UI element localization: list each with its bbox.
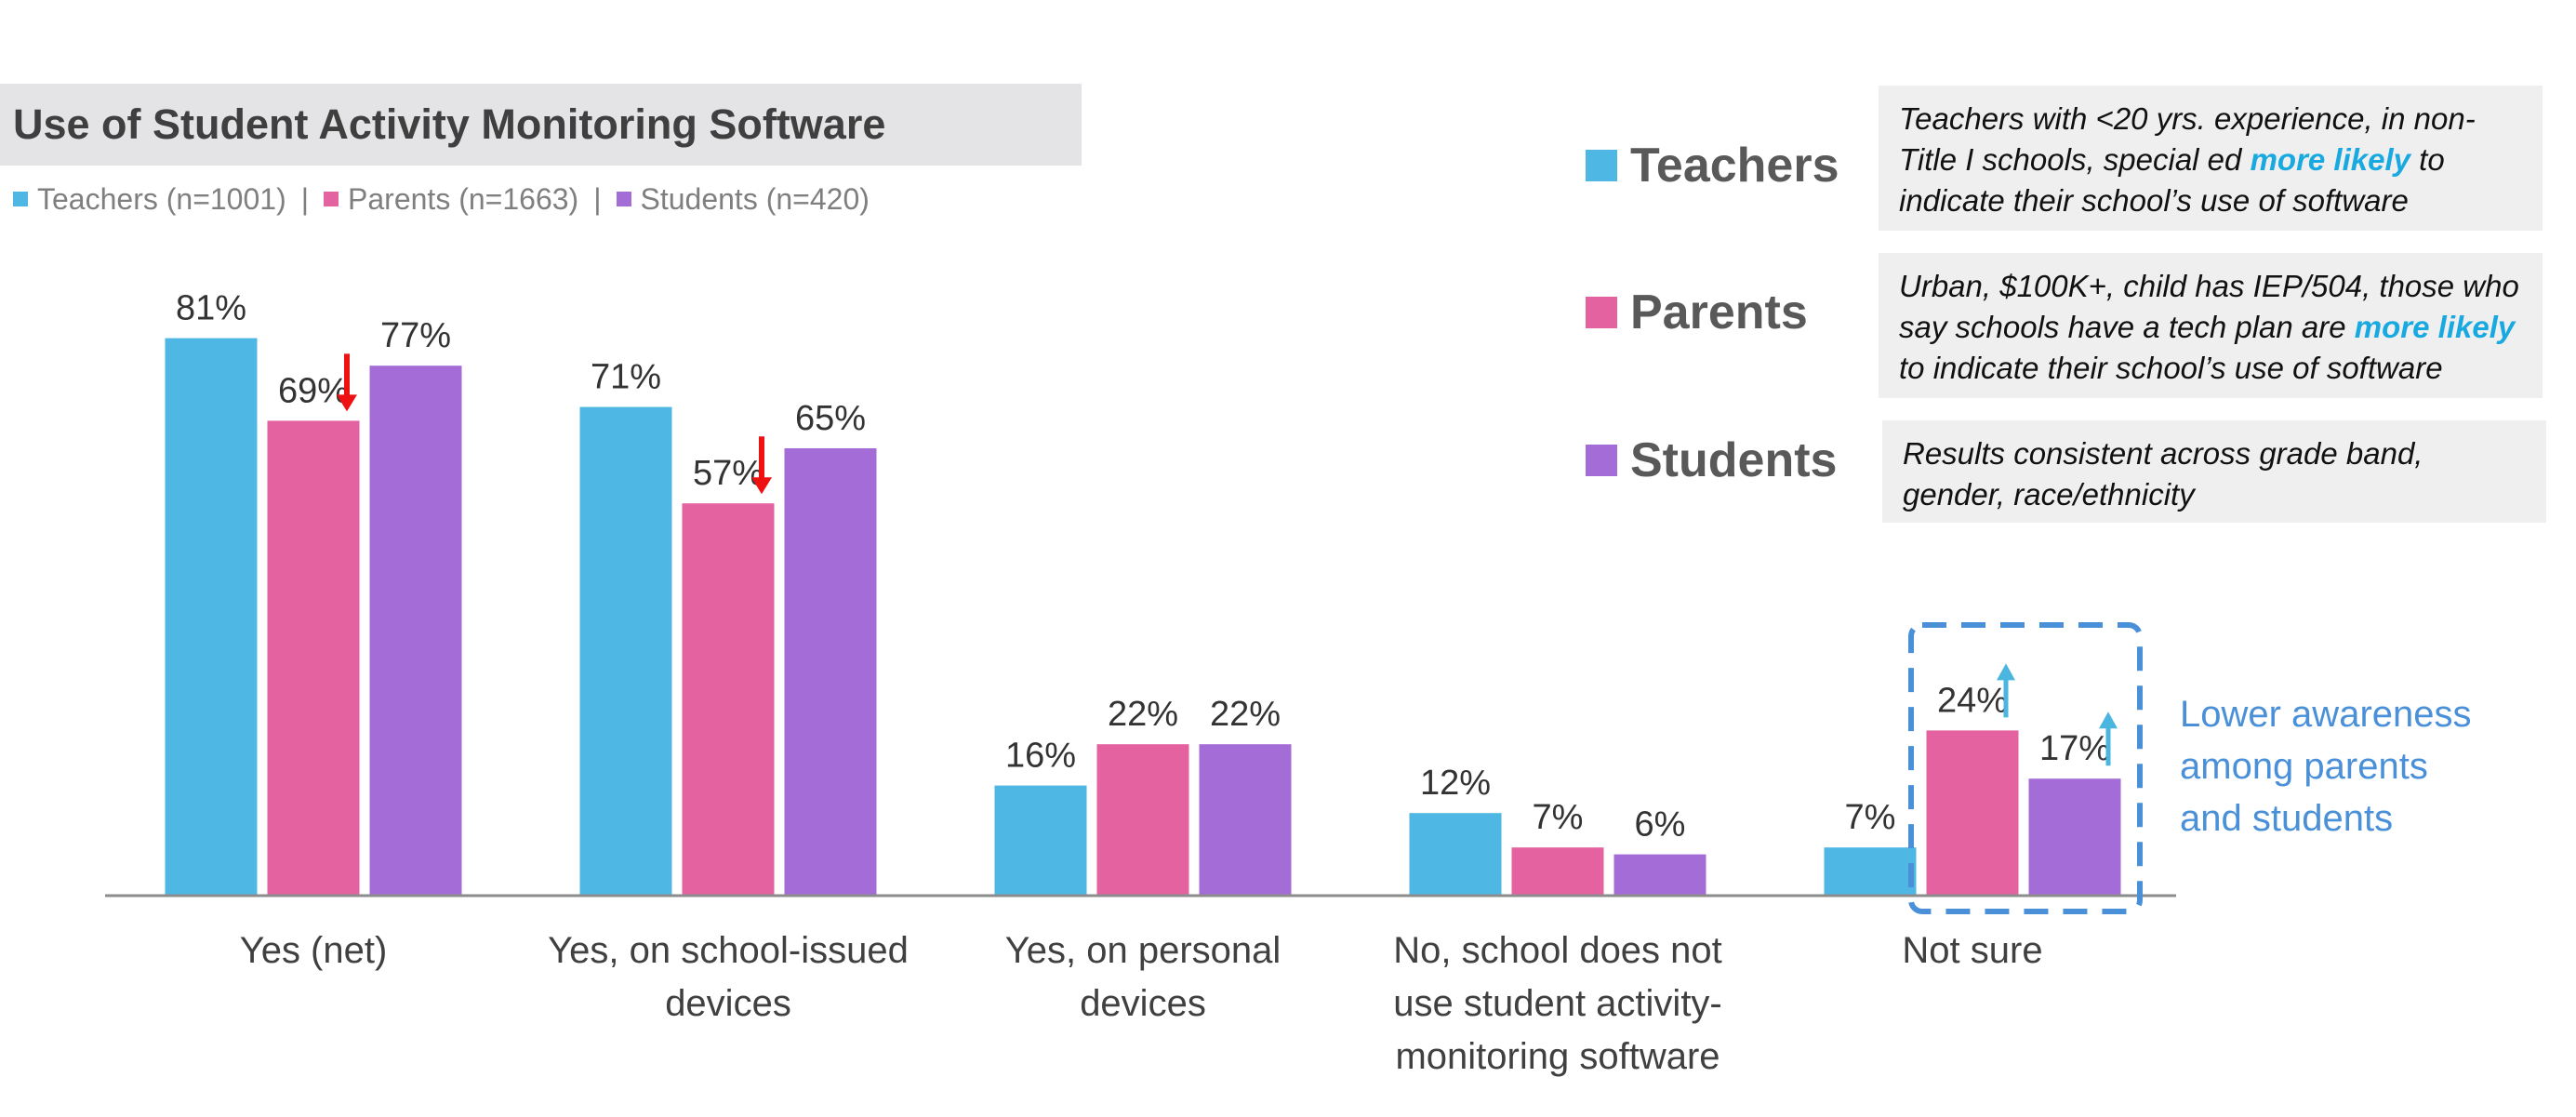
up-arrow-head-icon xyxy=(1997,663,2015,681)
bar-teachers-2 xyxy=(994,785,1087,896)
category-label: Not sure xyxy=(1902,930,2042,971)
note-teachers: Teachers with <20 yrs. experience, in no… xyxy=(1879,86,2543,231)
bar-teachers-1 xyxy=(579,406,672,897)
data-label: 17% xyxy=(2039,729,2110,768)
category-label: devices xyxy=(665,983,791,1024)
side-legend-swatch-students xyxy=(1586,445,1617,476)
bar-students-0 xyxy=(369,366,462,896)
side-legend-label-teachers: Teachers xyxy=(1630,139,1839,193)
category-label: Yes, on school-issued xyxy=(548,930,909,971)
data-label: 16% xyxy=(1005,737,1076,776)
title-box: Use of Student Activity Monitoring Softw… xyxy=(0,84,1082,166)
callout-text: Lower awareness among parents and studen… xyxy=(2180,694,2472,839)
data-label: 22% xyxy=(1210,695,1281,734)
side-legend-parents: Parents xyxy=(1586,285,1808,340)
category-label: Yes (net) xyxy=(240,930,388,971)
down-arrow-head-icon xyxy=(751,477,772,495)
bar-parents-0 xyxy=(267,420,360,896)
data-label: 81% xyxy=(176,289,246,328)
bar-students-4 xyxy=(2028,778,2121,896)
note-highlight: more likely xyxy=(2354,310,2516,344)
bar-teachers-3 xyxy=(1409,813,1502,896)
legend-swatch-parents xyxy=(324,192,339,206)
data-label: 71% xyxy=(591,358,661,397)
category-label: Yes, on personal xyxy=(1005,930,1281,971)
legend-separator: | xyxy=(593,181,602,216)
bar-students-1 xyxy=(784,448,877,896)
data-label: 6% xyxy=(1635,805,1686,844)
highlight-box xyxy=(1908,622,2143,914)
up-arrow-head-icon xyxy=(2099,711,2118,729)
side-legend-swatch-teachers xyxy=(1586,150,1617,181)
data-label: 65% xyxy=(795,399,866,438)
legend-swatch-students xyxy=(616,192,631,206)
side-legend-label-students: Students xyxy=(1630,433,1838,487)
data-label: 57% xyxy=(693,454,764,493)
legend-separator: | xyxy=(300,181,310,216)
note-highlight: more likely xyxy=(2250,142,2410,177)
note-parents: Urban, $100K+, child has IEP/504, those … xyxy=(1879,253,2543,398)
data-label: 77% xyxy=(380,316,451,355)
bar-parents-3 xyxy=(1511,847,1604,896)
side-legend-students: Students xyxy=(1586,432,1837,488)
side-legend-teachers: Teachers xyxy=(1586,138,1839,193)
bar-students-3 xyxy=(1613,854,1706,896)
note-students: Results consistent across grade band, ge… xyxy=(1882,420,2546,523)
note-text: Urban, $100K+, child has IEP/504, those … xyxy=(1899,269,2519,344)
legend-item-parents: Parents (n=1663) xyxy=(348,181,579,216)
data-label: 22% xyxy=(1108,695,1178,734)
bar-parents-4 xyxy=(1926,730,2019,896)
data-label: 69% xyxy=(278,371,349,410)
chart-legend: Teachers (n=1001) | Parents (n=1663) | S… xyxy=(13,180,870,218)
bar-parents-1 xyxy=(682,503,775,896)
side-legend-label-parents: Parents xyxy=(1630,286,1808,339)
bar-students-2 xyxy=(1199,744,1292,896)
data-label: 12% xyxy=(1420,764,1491,803)
bar-teachers-4 xyxy=(1824,847,1917,896)
bar-parents-2 xyxy=(1096,744,1189,896)
legend-item-students: Students (n=420) xyxy=(640,181,870,216)
bar-teachers-0 xyxy=(165,338,258,897)
legend-item-teachers: Teachers (n=1001) xyxy=(37,181,286,216)
chart-title: Use of Student Activity Monitoring Softw… xyxy=(13,100,886,148)
data-label: 24% xyxy=(1937,681,2008,720)
legend-swatch-teachers xyxy=(13,192,28,206)
data-label: 7% xyxy=(1533,798,1584,837)
category-label: monitoring software xyxy=(1395,1036,1720,1077)
note-text: Results consistent across grade band, ge… xyxy=(1903,436,2423,512)
data-label: 7% xyxy=(1845,798,1896,837)
category-label: use student activity- xyxy=(1393,983,1722,1024)
note-text: to indicate their school’s use of softwa… xyxy=(1899,351,2443,385)
note-text: to indicate their school’s use of softwa… xyxy=(1899,142,2445,218)
category-label: devices xyxy=(1080,983,1206,1024)
side-legend-swatch-parents xyxy=(1586,297,1617,328)
note-text: Teachers with <20 yrs. experience, in no… xyxy=(1899,101,2476,177)
down-arrow-head-icon xyxy=(337,394,357,412)
category-label: No, school does not xyxy=(1393,930,1722,971)
